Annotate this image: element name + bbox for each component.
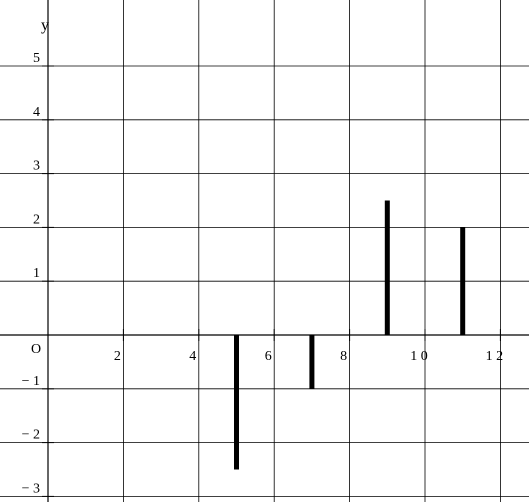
y-tick-label--1: − 1 [22, 374, 40, 389]
x-tick-label-2: 2 [114, 349, 121, 364]
y-tick-label--2: − 2 [22, 428, 40, 443]
y-tick-label-3: 3 [33, 159, 40, 174]
bar-11 [460, 227, 466, 335]
x-tick-label-10: 1 0 [410, 349, 428, 364]
y-axis-label: y [41, 17, 49, 34]
x-tick-label-12: 1 2 [486, 349, 504, 364]
y-tick-label-4: 4 [33, 105, 40, 120]
tick-labels: 2 4 6 8 1 0 1 2 − 3 − 2 − 1 1 2 3 4 5 [22, 51, 504, 496]
y-tick-label-2: 2 [33, 212, 40, 227]
y-tick-label--3: − 3 [22, 481, 40, 496]
y-tick-label-1: 1 [33, 266, 40, 281]
bars [234, 200, 466, 470]
bar-7 [309, 335, 315, 389]
x-tick-label-8: 8 [340, 349, 347, 364]
x-tick-label-6: 6 [265, 349, 272, 364]
bar-5 [234, 335, 239, 470]
x-tick-label-4: 4 [189, 349, 196, 364]
bar-9 [384, 200, 390, 335]
origin-label: O [31, 342, 41, 357]
y-tick-label-5: 5 [33, 51, 40, 66]
